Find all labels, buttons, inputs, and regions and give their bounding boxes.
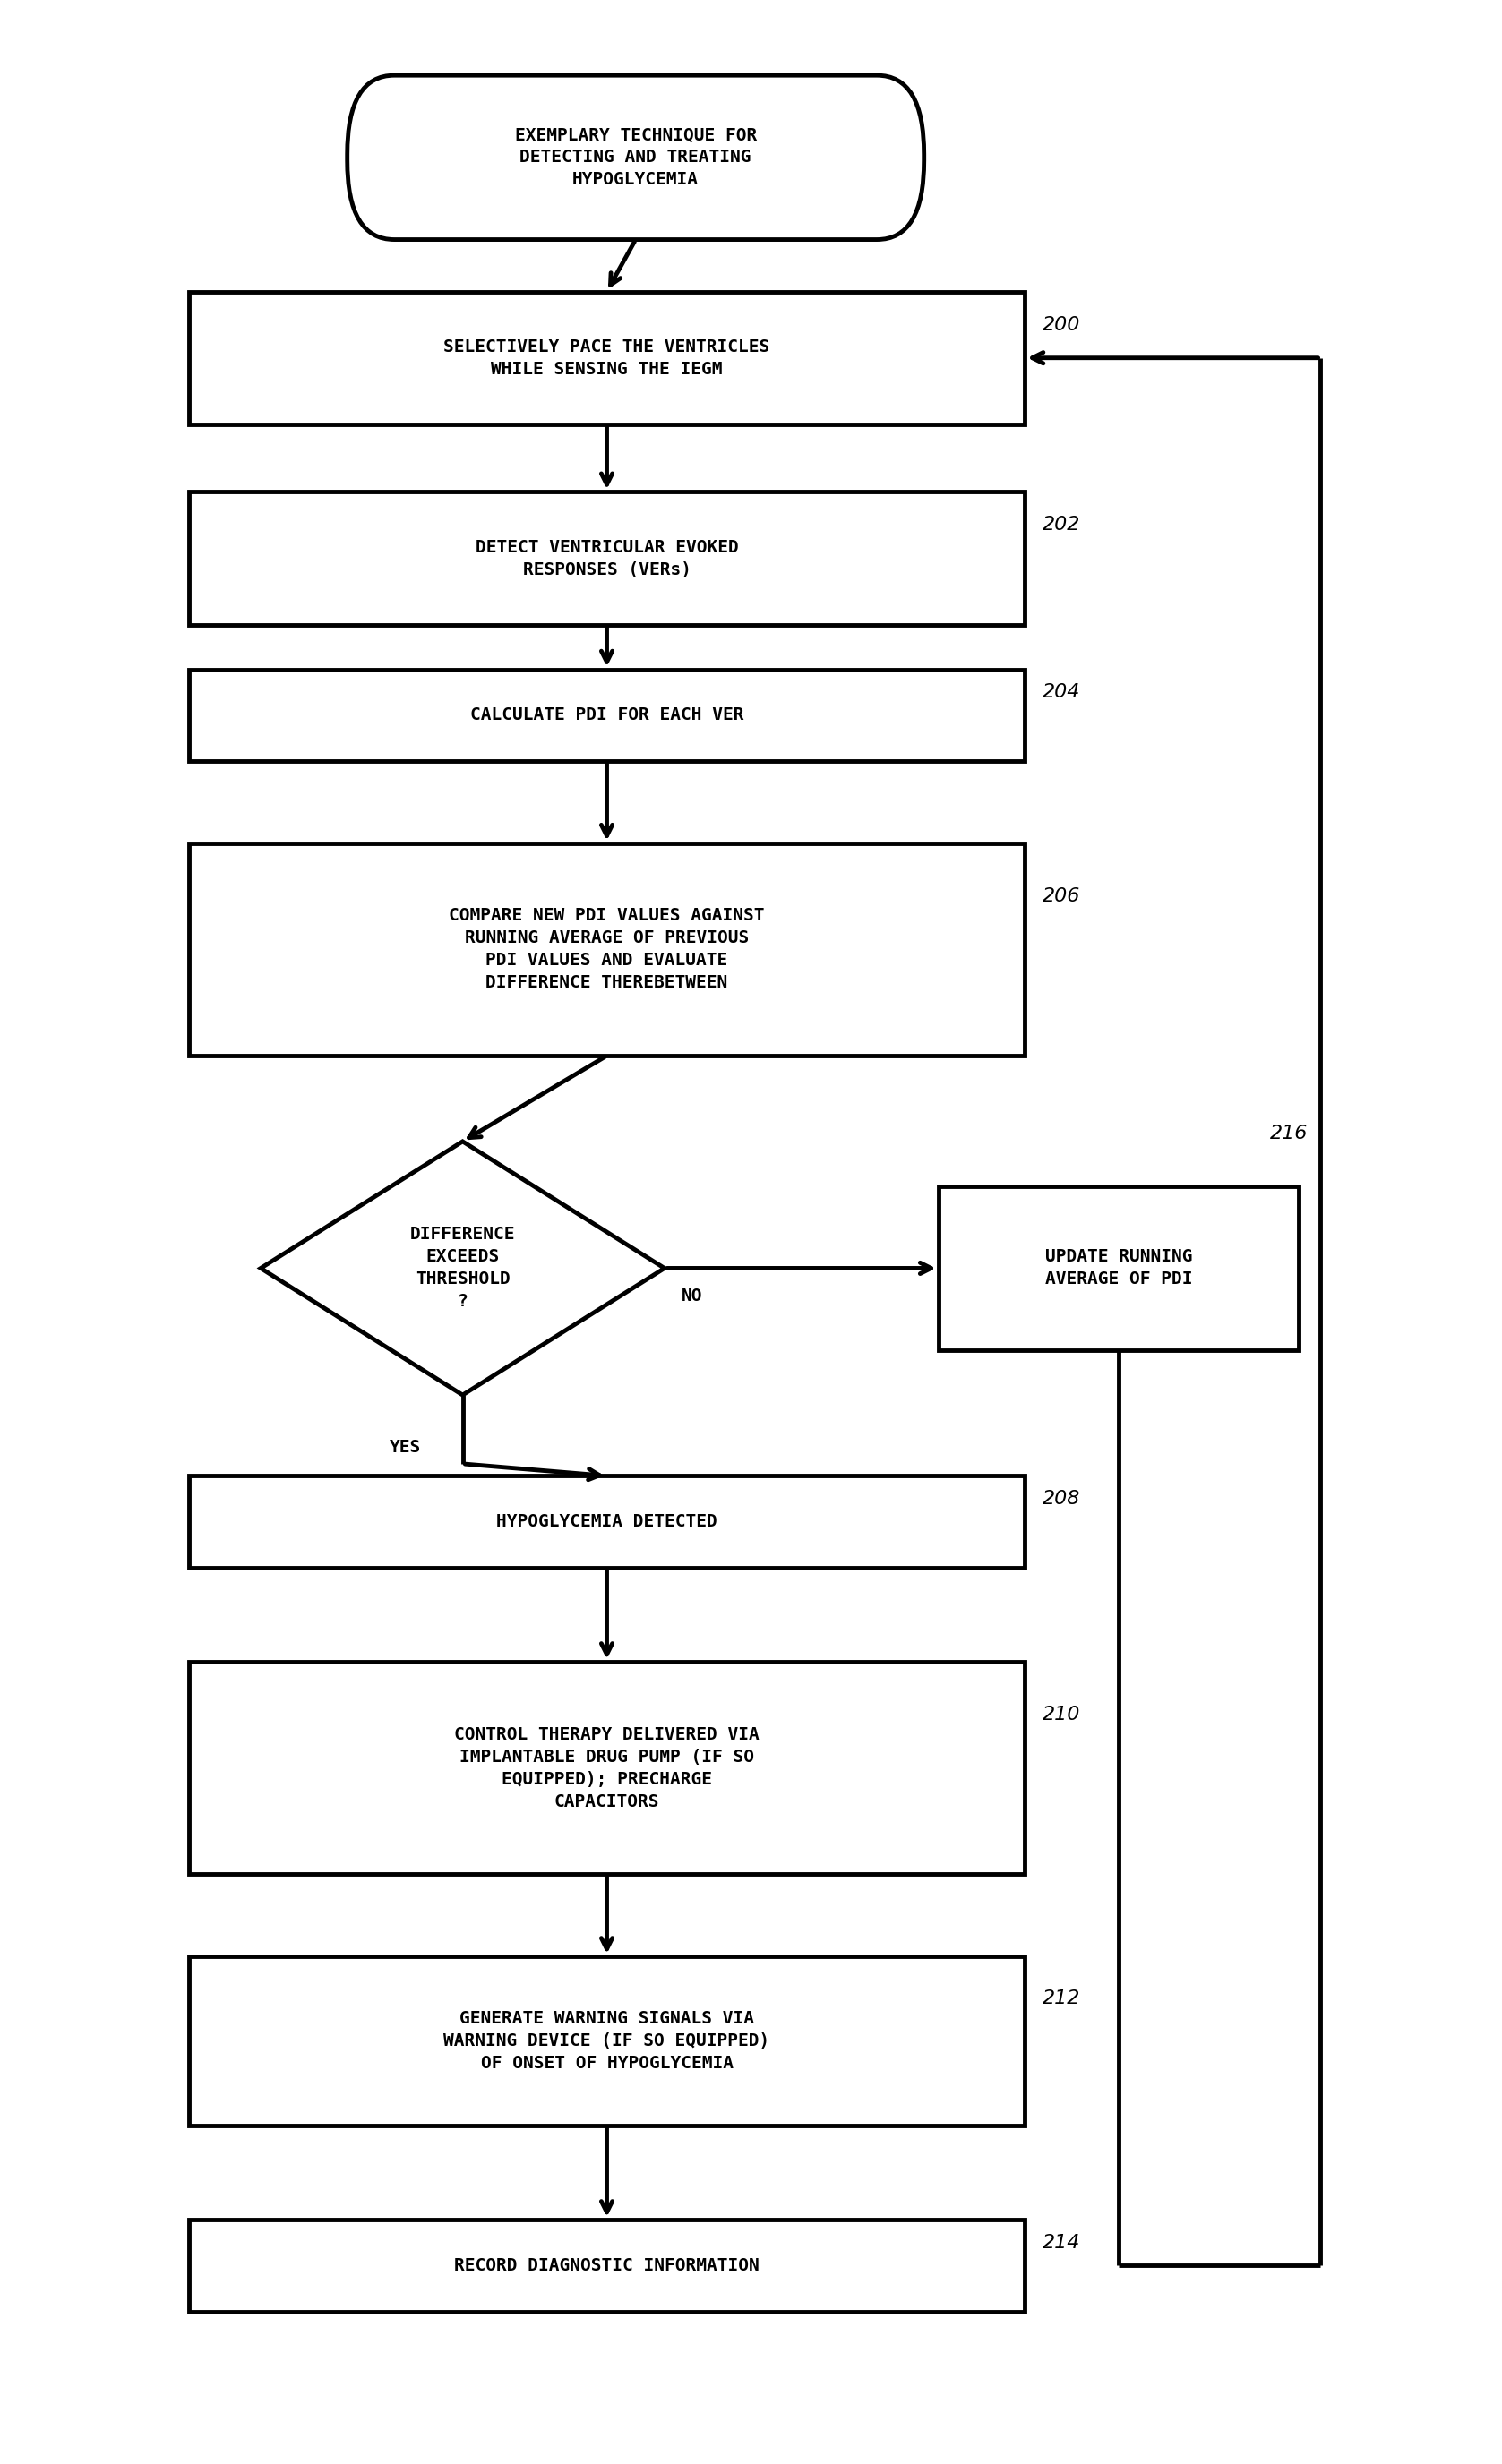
Bar bbox=[189, 291, 1024, 424]
Text: DETECT VENTRICULAR EVOKED
RESPONSES (VERs): DETECT VENTRICULAR EVOKED RESPONSES (VER… bbox=[475, 540, 739, 579]
Bar bbox=[189, 1661, 1024, 1875]
Text: CONTROL THERAPY DELIVERED VIA
IMPLANTABLE DRUG PUMP (IF SO
EQUIPPED); PRECHARGE
: CONTROL THERAPY DELIVERED VIA IMPLANTABL… bbox=[454, 1725, 760, 1811]
Text: 200: 200 bbox=[1042, 315, 1080, 333]
Polygon shape bbox=[261, 1141, 664, 1395]
Text: 208: 208 bbox=[1042, 1491, 1080, 1508]
Bar bbox=[189, 843, 1024, 1055]
Bar bbox=[189, 2220, 1024, 2311]
Text: GENERATE WARNING SIGNALS VIA
WARNING DEVICE (IF SO EQUIPPED)
OF ONSET OF HYPOGLY: GENERATE WARNING SIGNALS VIA WARNING DEV… bbox=[443, 2011, 771, 2072]
FancyBboxPatch shape bbox=[347, 76, 924, 239]
Text: CALCULATE PDI FOR EACH VER: CALCULATE PDI FOR EACH VER bbox=[470, 707, 743, 724]
Text: 212: 212 bbox=[1042, 1991, 1080, 2008]
Bar bbox=[189, 493, 1024, 626]
Text: UPDATE RUNNING
AVERAGE OF PDI: UPDATE RUNNING AVERAGE OF PDI bbox=[1045, 1249, 1193, 1289]
Text: DIFFERENCE
EXCEEDS
THRESHOLD
?: DIFFERENCE EXCEEDS THRESHOLD ? bbox=[410, 1227, 515, 1311]
Text: 206: 206 bbox=[1042, 887, 1080, 904]
Bar bbox=[939, 1185, 1299, 1350]
Text: YES: YES bbox=[389, 1439, 421, 1456]
Bar bbox=[189, 1476, 1024, 1567]
Text: SELECTIVELY PACE THE VENTRICLES
WHILE SENSING THE IEGM: SELECTIVELY PACE THE VENTRICLES WHILE SE… bbox=[443, 338, 771, 377]
Text: COMPARE NEW PDI VALUES AGAINST
RUNNING AVERAGE OF PREVIOUS
PDI VALUES AND EVALUA: COMPARE NEW PDI VALUES AGAINST RUNNING A… bbox=[449, 907, 765, 991]
Bar bbox=[189, 670, 1024, 761]
Text: EXEMPLARY TECHNIQUE FOR
DETECTING AND TREATING
HYPOGLYCEMIA: EXEMPLARY TECHNIQUE FOR DETECTING AND TR… bbox=[515, 126, 757, 187]
Text: 202: 202 bbox=[1042, 515, 1080, 535]
Text: NO: NO bbox=[682, 1289, 703, 1303]
Text: HYPOGLYCEMIA DETECTED: HYPOGLYCEMIA DETECTED bbox=[496, 1513, 718, 1530]
Text: 216: 216 bbox=[1271, 1124, 1308, 1143]
Bar bbox=[189, 1956, 1024, 2126]
Text: 210: 210 bbox=[1042, 1705, 1080, 1725]
Text: 214: 214 bbox=[1042, 2232, 1080, 2252]
Text: 204: 204 bbox=[1042, 683, 1080, 702]
Text: RECORD DIAGNOSTIC INFORMATION: RECORD DIAGNOSTIC INFORMATION bbox=[454, 2257, 760, 2274]
